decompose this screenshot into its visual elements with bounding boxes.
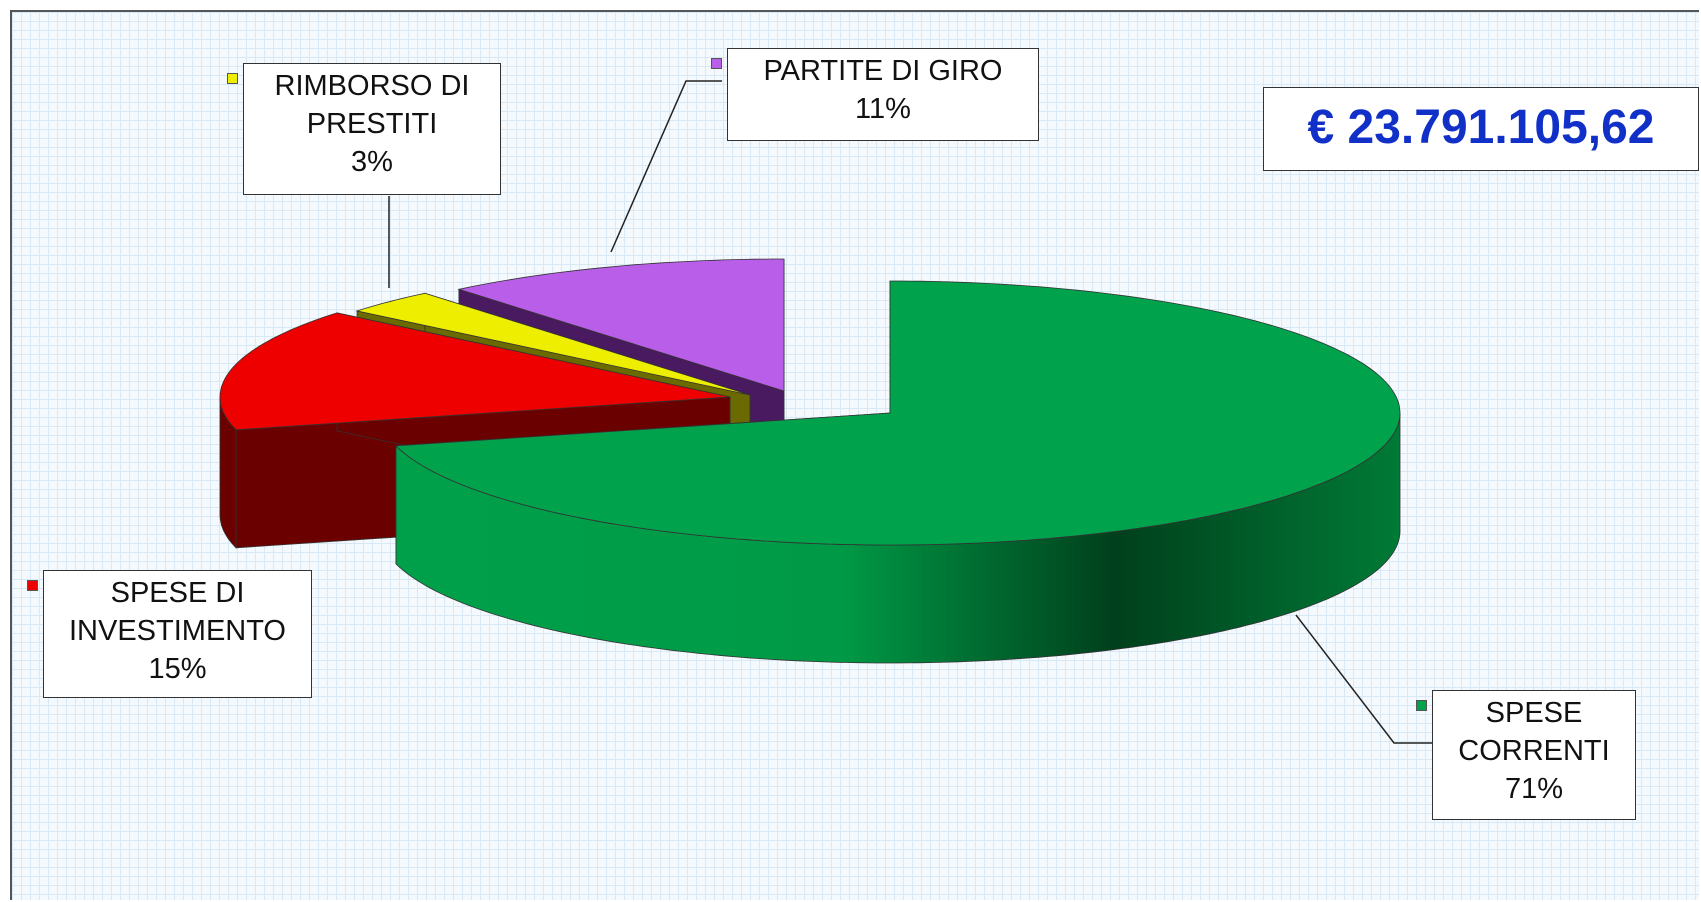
value-label: 11% (855, 93, 911, 125)
leader-lines (388, 80, 1432, 744)
legend-key (27, 580, 38, 591)
total-annotation: € 23.791.105,62 (1263, 87, 1699, 171)
value-label: 15% (148, 653, 207, 685)
data-label: SPESE CORRENTI 71% (1432, 690, 1636, 820)
leader-line (1295, 614, 1432, 744)
data-label: SPESE DI INVESTIMENTO 15% (43, 570, 312, 698)
pie (219, 258, 1401, 664)
legend-key (227, 73, 238, 84)
slice (395, 280, 1401, 546)
slice (219, 312, 731, 431)
legend-key (711, 58, 722, 69)
category-name: SPESE DI INVESTIMENTO (69, 577, 286, 647)
category-name: RIMBORSO DI PRESTITI (274, 70, 470, 140)
value-label: 71% (1504, 773, 1564, 805)
leader-line (610, 80, 722, 253)
slice (457, 258, 785, 392)
data-label: PARTITE DI GIRO 11% (727, 48, 1039, 141)
category-name: PARTITE DI GIRO (763, 55, 1003, 87)
legend-key (1416, 700, 1427, 711)
category-name: SPESE CORRENTI (1458, 697, 1610, 767)
data-label: RIMBORSO DI PRESTITI 3% (243, 63, 501, 195)
slice (355, 292, 751, 396)
value-label: 3% (351, 146, 393, 178)
